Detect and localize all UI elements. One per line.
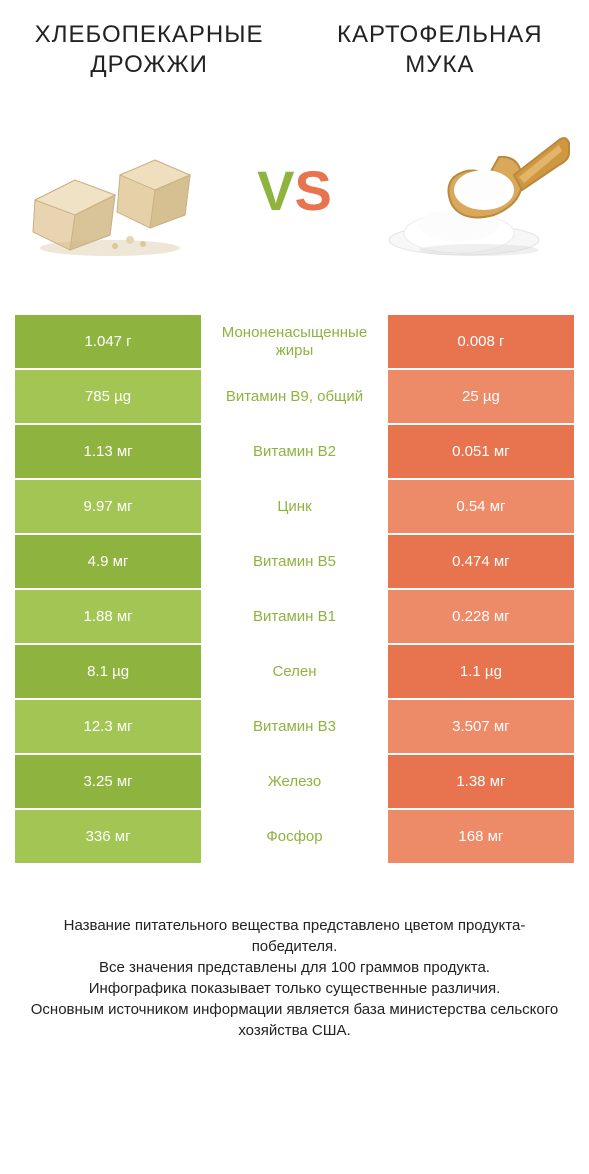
value-right: 25 µg <box>388 370 574 423</box>
footer-line-1: Название питательного вещества представл… <box>25 915 564 957</box>
nutrient-label: Витамин B3 <box>201 700 388 753</box>
product-image-right <box>374 115 574 265</box>
title-left: ХЛЕБОПЕКАРНЫЕ ДРОЖЖИ <box>15 20 283 80</box>
value-right: 0.051 мг <box>388 425 574 478</box>
value-left: 1.047 г <box>15 315 201 368</box>
value-right: 0.008 г <box>388 315 574 368</box>
images-row: VS <box>15 105 574 275</box>
value-right: 1.38 мг <box>388 755 574 808</box>
value-left: 336 мг <box>15 810 201 863</box>
value-right: 0.54 мг <box>388 480 574 533</box>
nutrient-label: Цинк <box>201 480 388 533</box>
table-row: 9.97 мгЦинк0.54 мг <box>15 480 574 535</box>
table-row: 1.047 гМононенасыщенные жиры0.008 г <box>15 315 574 370</box>
value-left: 4.9 мг <box>15 535 201 588</box>
value-left: 1.13 мг <box>15 425 201 478</box>
nutrient-label: Селен <box>201 645 388 698</box>
vs-s: S <box>295 159 332 222</box>
value-right: 0.228 мг <box>388 590 574 643</box>
nutrient-label: Витамин B1 <box>201 590 388 643</box>
nutrient-label: Витамин B5 <box>201 535 388 588</box>
value-right: 3.507 мг <box>388 700 574 753</box>
footer-line-3: Инфографика показывает только существенн… <box>25 978 564 999</box>
table-row: 336 мгФосфор168 мг <box>15 810 574 865</box>
nutrient-label: Витамин B9, общий <box>201 370 388 423</box>
value-left: 9.97 мг <box>15 480 201 533</box>
footer-text: Название питательного вещества представл… <box>15 915 574 1041</box>
table-row: 1.13 мгВитамин B20.051 мг <box>15 425 574 480</box>
value-left: 785 µg <box>15 370 201 423</box>
nutrient-label: Витамин B2 <box>201 425 388 478</box>
table-row: 12.3 мгВитамин B33.507 мг <box>15 700 574 755</box>
title-right: КАРТОФЕЛЬНАЯ МУКА <box>306 20 574 80</box>
vs-v: V <box>257 159 294 222</box>
footer-line-4: Основным источником информации является … <box>25 999 564 1041</box>
table-row: 1.88 мгВитамин B10.228 мг <box>15 590 574 645</box>
table-row: 3.25 мгЖелезо1.38 мг <box>15 755 574 810</box>
nutrient-label: Фосфор <box>201 810 388 863</box>
product-image-left <box>15 115 215 265</box>
value-left: 3.25 мг <box>15 755 201 808</box>
yeast-icon <box>15 120 215 260</box>
value-left: 12.3 мг <box>15 700 201 753</box>
titles-row: ХЛЕБОПЕКАРНЫЕ ДРОЖЖИ КАРТОФЕЛЬНАЯ МУКА <box>15 20 574 80</box>
comparison-table: 1.047 гМононенасыщенные жиры0.008 г785 µ… <box>15 315 574 865</box>
nutrient-label: Мононенасыщенные жиры <box>201 315 388 368</box>
nutrient-label: Железо <box>201 755 388 808</box>
footer-line-2: Все значения представлены для 100 граммо… <box>25 957 564 978</box>
vs-label: VS <box>257 158 332 223</box>
infographic-container: ХЛЕБОПЕКАРНЫЕ ДРОЖЖИ КАРТОФЕЛЬНАЯ МУКА <box>0 0 589 1061</box>
value-right: 1.1 µg <box>388 645 574 698</box>
value-right: 168 мг <box>388 810 574 863</box>
value-left: 8.1 µg <box>15 645 201 698</box>
flour-icon <box>374 115 574 265</box>
value-left: 1.88 мг <box>15 590 201 643</box>
value-right: 0.474 мг <box>388 535 574 588</box>
table-row: 785 µgВитамин B9, общий25 µg <box>15 370 574 425</box>
table-row: 8.1 µgСелен1.1 µg <box>15 645 574 700</box>
table-row: 4.9 мгВитамин B50.474 мг <box>15 535 574 590</box>
